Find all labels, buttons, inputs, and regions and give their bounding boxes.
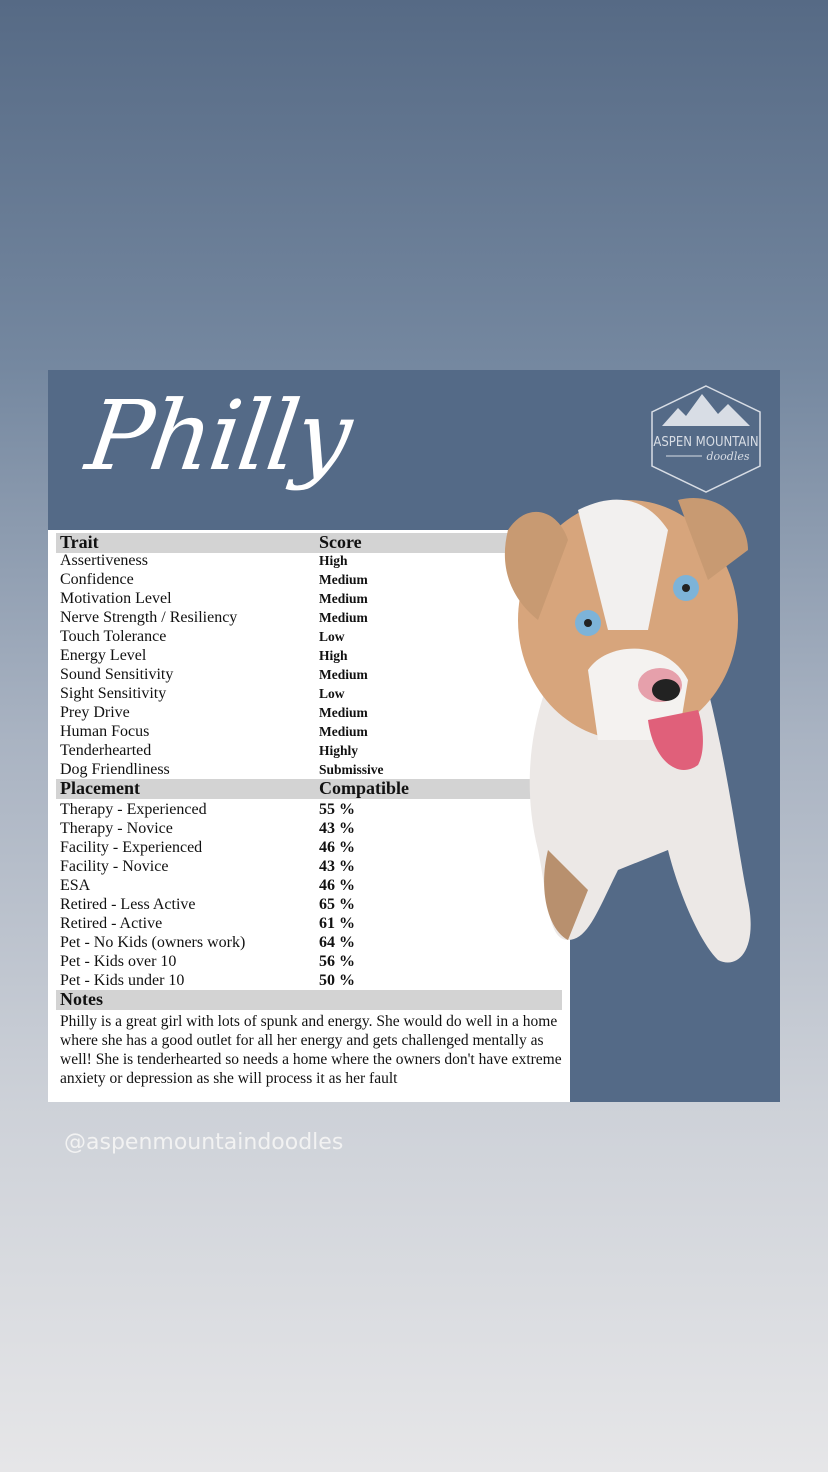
row-label: Pet - Kids under 10 — [60, 972, 185, 989]
trait-row: Tenderhearted Highly — [56, 741, 562, 760]
row-label: Retired - Active — [60, 915, 163, 932]
trait-row: Nerve Strength / Resiliency Medium — [56, 608, 562, 627]
placement-row: Therapy - Experienced 55 % — [56, 800, 562, 819]
row-label: ESA — [60, 877, 91, 894]
row-value: Medium — [319, 610, 368, 625]
row-label: Retired - Less Active — [60, 896, 196, 913]
row-label: Nerve Strength / Resiliency — [60, 609, 238, 626]
placement-row: Retired - Active 61 % — [56, 914, 562, 933]
placement-row: ESA 46 % — [56, 876, 562, 895]
placement-row: Facility - Experienced 46 % — [56, 838, 562, 857]
row-value: Medium — [319, 572, 368, 587]
placement-row: Facility - Novice 43 % — [56, 857, 562, 876]
notes-header: Notes — [60, 989, 103, 1009]
row-value: 46 % — [319, 839, 355, 856]
trait-row: Energy Level High — [56, 646, 562, 665]
row-label: Tenderhearted — [60, 742, 152, 759]
row-value: High — [319, 553, 348, 568]
row-label: Motivation Level — [60, 590, 172, 607]
trait-table: Trait Score Assertiveness High Confidence Me… — [48, 530, 570, 1102]
trait-row: Confidence Medium — [56, 570, 562, 589]
trait-row: Touch Tolerance Low — [56, 627, 562, 646]
trait-header: Trait — [60, 532, 99, 552]
trait-row: Prey Drive Medium — [56, 703, 562, 722]
row-label: Confidence — [60, 571, 134, 588]
puppy-profile-card: Philly ASPEN MOUNTAIN doodles Trait Score… — [48, 370, 780, 1102]
row-label: Energy Level — [60, 647, 147, 664]
row-label: Therapy - Novice — [60, 820, 173, 837]
row-label: Human Focus — [60, 723, 150, 740]
trait-header-row: Trait Score — [56, 533, 562, 553]
placement-row: Retired - Less Active 65 % — [56, 895, 562, 914]
puppy-name-title: Philly — [80, 380, 357, 492]
row-label: Assertiveness — [60, 552, 148, 569]
notes-header-row: Notes — [56, 990, 562, 1010]
trait-row: Assertiveness High — [56, 551, 562, 570]
row-value: 65 % — [319, 896, 355, 913]
row-value: 61 % — [319, 915, 355, 932]
row-value: Medium — [319, 591, 368, 606]
row-value: High — [319, 648, 348, 663]
placement-row: Pet - Kids under 10 50 % — [56, 971, 562, 990]
row-label: Touch Tolerance — [60, 628, 167, 645]
svg-text:doodles: doodles — [706, 450, 749, 463]
placement-row: Pet - No Kids (owners work) 64 % — [56, 933, 562, 952]
row-label: Facility - Experienced — [60, 839, 203, 856]
row-label: Facility - Novice — [60, 858, 169, 875]
row-value: Medium — [319, 667, 368, 682]
trait-row: Human Focus Medium — [56, 722, 562, 741]
compatible-header: Compatible — [319, 778, 409, 798]
row-value: 43 % — [319, 820, 355, 837]
aspen-mountain-logo: ASPEN MOUNTAIN doodles — [651, 385, 761, 493]
row-value: Highly — [319, 743, 359, 758]
row-label: Prey Drive — [60, 704, 130, 721]
row-label: Pet - No Kids (owners work) — [60, 934, 246, 951]
row-value: 55 % — [319, 801, 355, 818]
score-header: Score — [319, 532, 362, 552]
row-value: 43 % — [319, 858, 355, 875]
row-value: Low — [319, 686, 345, 701]
row-label: Therapy - Experienced — [60, 801, 207, 818]
row-value: 50 % — [319, 972, 355, 989]
placement-header-row: Placement Compatible — [56, 779, 562, 799]
notes-text: Philly is a great girl with lots of spun… — [60, 1013, 562, 1087]
row-value: 46 % — [319, 877, 355, 894]
row-label: Sound Sensitivity — [60, 666, 174, 683]
instagram-handle[interactable]: @aspenmountaindoodles — [64, 1130, 344, 1155]
row-value: 56 % — [319, 953, 355, 970]
trait-row: Sound Sensitivity Medium — [56, 665, 562, 684]
trait-row: Dog Friendliness Submissive — [56, 760, 562, 779]
row-value: Medium — [319, 724, 368, 739]
row-value: 64 % — [319, 934, 355, 951]
svg-text:ASPEN MOUNTAIN: ASPEN MOUNTAIN — [653, 435, 758, 450]
placement-header: Placement — [60, 778, 140, 798]
row-value: Medium — [319, 705, 368, 720]
puppy-photo — [504, 498, 751, 963]
trait-row: Motivation Level Medium — [56, 589, 562, 608]
trait-row: Sight Sensitivity Low — [56, 684, 562, 703]
row-label: Dog Friendliness — [60, 761, 170, 778]
placement-row: Therapy - Novice 43 % — [56, 819, 562, 838]
placement-row: Pet - Kids over 10 56 % — [56, 952, 562, 971]
row-value: Low — [319, 629, 345, 644]
row-label: Pet - Kids over 10 — [60, 953, 177, 970]
row-label: Sight Sensitivity — [60, 685, 167, 702]
row-value: Submissive — [319, 762, 384, 777]
